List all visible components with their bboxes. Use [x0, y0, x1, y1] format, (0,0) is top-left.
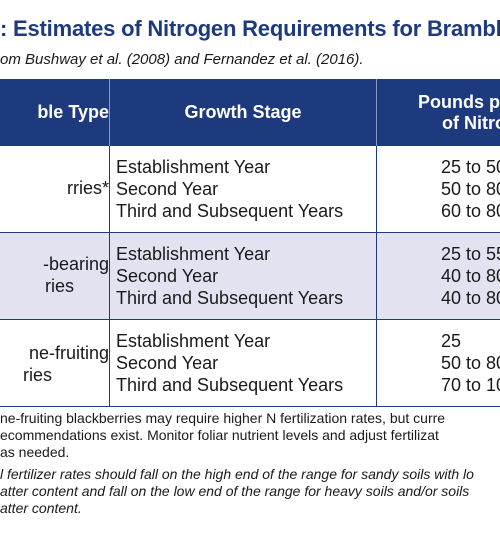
footnote-line: ne-fruiting blackberries may require hig…: [0, 410, 446, 426]
column-divider: [376, 146, 377, 232]
growth-stage: Second Year: [116, 179, 219, 199]
table-row: -bearing ries Establishment Year Second …: [0, 233, 500, 320]
table-row: ne-fruiting ries Establishment Year Seco…: [0, 320, 500, 407]
footnote-line: atter content and fall on the low end of…: [0, 483, 470, 499]
growth-stage: Third and Subsequent Years: [116, 288, 344, 308]
bramble-type-line: ne-fruiting: [28, 343, 109, 363]
growth-stage: Establishment Year: [116, 244, 271, 264]
table-source-note: om Bushway et al. (2008) and Fernandez e…: [0, 51, 364, 68]
header-divider: [109, 79, 110, 146]
header-pounds-line-1: Pounds per: [417, 91, 500, 112]
footnote-line: atter content.: [0, 500, 82, 516]
nitrogen-rate: 50 to 80: [441, 179, 500, 199]
bramble-type-cell: ne-fruiting ries: [0, 342, 109, 386]
bramble-type-cell: rries*: [0, 177, 109, 199]
bramble-type-line: rries*: [66, 178, 109, 198]
growth-stage-cell: Establishment Year Second Year Third and…: [116, 330, 343, 396]
table-footnotes: ne-fruiting blackberries may require hig…: [0, 410, 500, 517]
growth-stage: Second Year: [116, 266, 219, 286]
footnote-line: ecommendations exist. Monitor foliar nut…: [0, 427, 439, 443]
column-divider: [109, 146, 110, 232]
column-divider: [376, 320, 377, 406]
growth-stage: Establishment Year: [116, 157, 271, 177]
bramble-type-line: ries: [44, 276, 74, 296]
header-pounds-nitrogen: Pounds per of Nitrog: [377, 79, 500, 146]
nitrogen-rate: 40 to 80: [441, 266, 500, 286]
header-pounds-line-2: of Nitrog: [442, 112, 500, 133]
nitrogen-rate: 70 to 10: [441, 375, 500, 395]
table-row: rries* Establishment Year Second Year Th…: [0, 146, 500, 233]
growth-stage: Second Year: [116, 353, 219, 373]
nitrogen-rate: 50 to 80: [441, 353, 500, 373]
header-growth-stage: Growth Stage: [184, 102, 302, 122]
nitrogen-rate: 25: [441, 331, 462, 351]
growth-stage: Third and Subsequent Years: [116, 375, 344, 395]
bramble-type-cell: -bearing ries: [0, 253, 109, 297]
growth-stage-cell: Establishment Year Second Year Third and…: [116, 156, 343, 222]
nitrogen-rate-cell: 25 50 to 80 70 to 10: [441, 330, 500, 396]
bramble-type-line: -bearing: [42, 254, 109, 274]
column-divider: [109, 320, 110, 406]
header-bramble-type: ble Type: [37, 102, 109, 122]
nitrogen-rate-cell: 25 to 55 40 to 80 40 to 80: [441, 243, 500, 309]
growth-stage: Establishment Year: [116, 331, 271, 351]
growth-stage: Third and Subsequent Years: [116, 201, 344, 221]
nitrogen-rate: 40 to 80: [441, 288, 500, 308]
nitrogen-rate-cell: 25 to 50 50 to 80 60 to 80: [441, 156, 500, 222]
nitrogen-rate: 25 to 50: [441, 157, 500, 177]
nitrogen-requirements-table: ble Type Growth Stage Pounds per of Nitr…: [0, 79, 500, 407]
table-header-row: ble Type Growth Stage Pounds per of Nitr…: [0, 79, 500, 146]
footnote-blackberries: ne-fruiting blackberries may require hig…: [0, 410, 500, 461]
bramble-type-line: ries: [22, 365, 52, 385]
table-title: : Estimates of Nitrogen Requirements for…: [0, 16, 500, 41]
nitrogen-rate: 60 to 80: [441, 201, 500, 221]
nitrogen-rate: 25 to 55: [441, 244, 500, 264]
column-divider: [376, 233, 377, 319]
footnote-line: as needed.: [0, 444, 70, 460]
footnote-line: l fertilizer rates should fall on the hi…: [0, 466, 474, 482]
footnote-soil-types: l fertilizer rates should fall on the hi…: [0, 466, 500, 517]
header-divider: [376, 79, 377, 146]
column-divider: [109, 233, 110, 319]
growth-stage-cell: Establishment Year Second Year Third and…: [116, 243, 343, 309]
